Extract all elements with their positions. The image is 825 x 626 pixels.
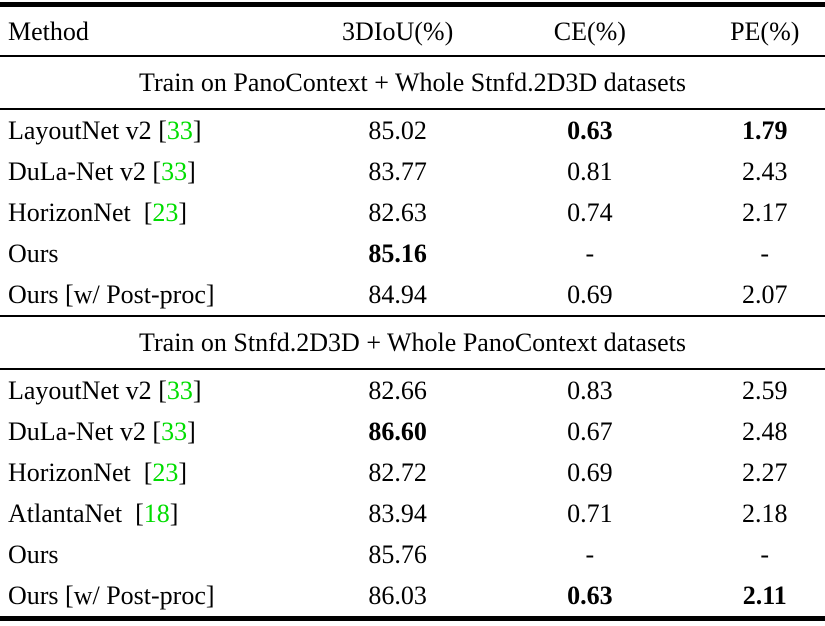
ce-value: 0.67	[567, 417, 613, 446]
iou-value: 86.60	[368, 417, 427, 446]
method-name: HorizonNet	[8, 198, 131, 227]
iou-value: 86.03	[368, 581, 427, 610]
ce-value: -	[585, 239, 595, 268]
method-name: DuLa-Net v2	[8, 417, 146, 446]
method-name: HorizonNet	[8, 458, 131, 487]
ce-value: 0.69	[567, 458, 613, 487]
method-name: LayoutNet v2	[8, 116, 152, 145]
method-name: Ours [w/ Post-proc]	[8, 581, 215, 610]
iou-value: 82.66	[368, 376, 427, 405]
table-body: Train on PanoContext + Whole Stnfd.2D3D …	[0, 55, 825, 619]
section-header-row: Train on PanoContext + Whole Stnfd.2D3D …	[0, 55, 825, 110]
citation-bracket-close: ]	[187, 417, 196, 446]
ce-value: 0.63	[567, 581, 613, 610]
method-cell: Ours [w/ Post-proc]	[0, 575, 320, 619]
method-cell: Ours [w/ Post-proc]	[0, 274, 320, 316]
iou-value: 85.76	[368, 540, 427, 569]
table-row: Ours 85.16 - -	[0, 233, 825, 274]
table-row: HorizonNet [23] 82.72 0.69 2.27	[0, 452, 825, 493]
method-name: AtlantaNet	[8, 499, 123, 528]
ce-value: 0.69	[567, 280, 613, 309]
table-row: DuLa-Net v2 [33] 86.60 0.67 2.48	[0, 411, 825, 452]
pe-value: 2.18	[742, 499, 788, 528]
citation-bracket-close: ]	[178, 198, 188, 227]
ce-value: -	[585, 540, 595, 569]
pe-value: 2.07	[742, 280, 788, 309]
table-row: LayoutNet v2 [33] 85.02 0.63 1.79	[0, 109, 825, 151]
pe-value: -	[760, 540, 770, 569]
table-row: Ours 85.76 - -	[0, 534, 825, 575]
pe-value: 2.43	[742, 157, 788, 186]
table-header-row: Method 3DIoU(%) CE(%) PE(%)	[0, 4, 825, 57]
ce-value: 0.74	[567, 198, 613, 227]
ce-value: 0.81	[567, 157, 613, 186]
pe-value: 1.79	[742, 116, 788, 145]
method-cell: Ours	[0, 534, 320, 575]
citation-link[interactable]: 23	[152, 198, 179, 227]
citation-bracket-close: ]	[192, 116, 202, 145]
column-header-pe: PE(%)	[704, 4, 825, 57]
method-cell: AtlantaNet [18]	[0, 493, 320, 534]
iou-value: 84.94	[368, 280, 427, 309]
pe-value: 2.11	[742, 581, 787, 610]
citation-bracket-open: [	[130, 458, 153, 487]
pe-value: -	[760, 239, 770, 268]
method-cell: Ours	[0, 233, 320, 274]
method-cell: LayoutNet v2 [33]	[0, 109, 320, 151]
iou-value: 82.63	[368, 198, 427, 227]
citation-link[interactable]: 33	[166, 376, 193, 405]
ce-value: 0.71	[567, 499, 613, 528]
citation-bracket-open: [	[151, 116, 167, 145]
pe-value: 2.17	[742, 198, 788, 227]
citation-bracket-open: [	[145, 417, 162, 446]
method-cell: DuLa-Net v2 [33]	[0, 411, 320, 452]
citation-bracket-close: ]	[169, 499, 179, 528]
citation-bracket-open: [	[130, 198, 153, 227]
table-row: DuLa-Net v2 [33] 83.77 0.81 2.43	[0, 151, 825, 192]
citation-bracket-close: ]	[187, 157, 196, 186]
section-header-row: Train on Stnfd.2D3D + Whole PanoContext …	[0, 315, 825, 370]
citation-link[interactable]: 33	[166, 116, 193, 145]
pe-value: 2.59	[742, 376, 788, 405]
column-header-ce: CE(%)	[475, 4, 705, 57]
pe-value: 2.48	[742, 417, 788, 446]
column-header-3diou: 3DIoU(%)	[320, 4, 476, 57]
citation-bracket-open: [	[145, 157, 162, 186]
citation-bracket-close: ]	[178, 458, 188, 487]
citation-link[interactable]: 23	[152, 458, 179, 487]
method-name: Ours	[8, 239, 59, 268]
iou-value: 83.77	[368, 157, 427, 186]
ce-value: 0.83	[567, 376, 613, 405]
method-cell: HorizonNet [23]	[0, 192, 320, 233]
table-head: Method 3DIoU(%) CE(%) PE(%)	[0, 4, 825, 57]
table-row: HorizonNet [23] 82.63 0.74 2.17	[0, 192, 825, 233]
ce-value: 0.63	[567, 116, 613, 145]
citation-link[interactable]: 18	[143, 499, 170, 528]
iou-value: 82.72	[368, 458, 427, 487]
method-name: DuLa-Net v2	[8, 157, 146, 186]
method-name: Ours [w/ Post-proc]	[8, 280, 215, 309]
method-cell: DuLa-Net v2 [33]	[0, 151, 320, 192]
iou-value: 85.16	[368, 239, 427, 268]
pe-value: 2.27	[742, 458, 788, 487]
method-name: Ours	[8, 540, 59, 569]
method-name: LayoutNet v2	[8, 376, 152, 405]
iou-value: 85.02	[368, 116, 427, 145]
citation-bracket-open: [	[122, 499, 144, 528]
method-cell: HorizonNet [23]	[0, 452, 320, 493]
citation-bracket-close: ]	[192, 376, 202, 405]
iou-value: 83.94	[368, 499, 427, 528]
column-header-method: Method	[0, 4, 321, 57]
table-row: LayoutNet v2 [33] 82.66 0.83 2.59	[0, 369, 825, 411]
citation-link[interactable]: 33	[161, 417, 188, 446]
section-title: Train on Stnfd.2D3D + Whole PanoContext …	[0, 315, 825, 370]
citation-bracket-open: [	[151, 376, 167, 405]
table-row: Ours [w/ Post-proc] 84.94 0.69 2.07	[0, 274, 825, 316]
table-row: Ours [w/ Post-proc] 86.03 0.63 2.11	[0, 575, 825, 619]
citation-link[interactable]: 33	[161, 157, 188, 186]
table-row: AtlantaNet [18] 83.94 0.71 2.18	[0, 493, 825, 534]
section-title: Train on PanoContext + Whole Stnfd.2D3D …	[0, 55, 825, 110]
method-cell: LayoutNet v2 [33]	[0, 369, 320, 411]
